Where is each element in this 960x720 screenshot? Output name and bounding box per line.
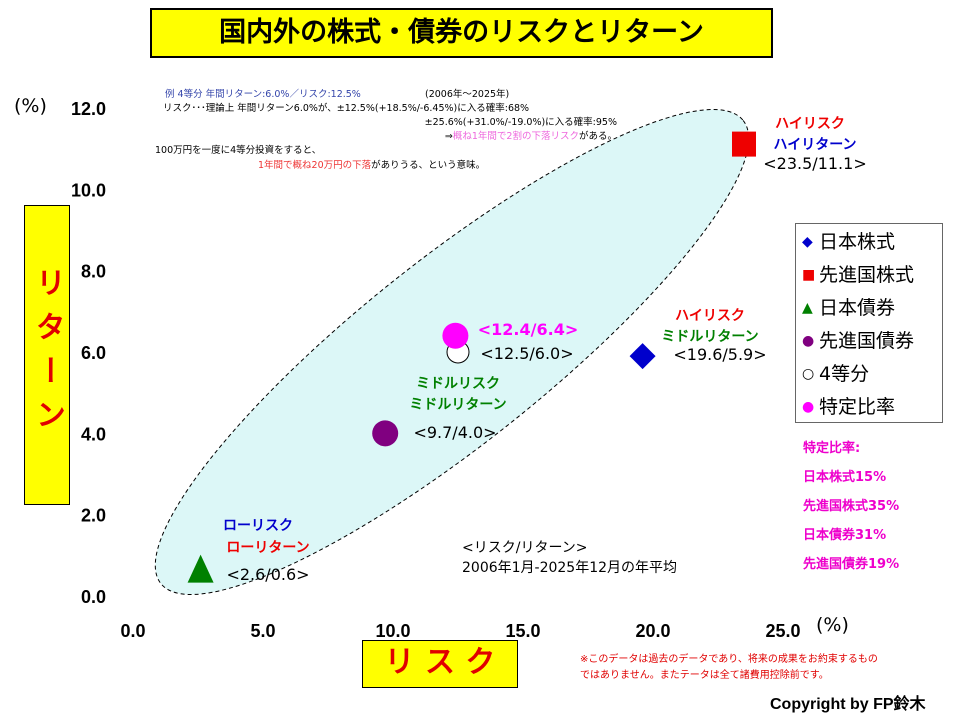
invest-note-part: がありうる、という意味。 <box>371 159 485 171</box>
invest-note: 1年間で概ね20万円の下落がありうる、という意味。 <box>258 159 485 171</box>
legend-item: ◆ 日本株式 <box>802 226 936 259</box>
y-tick-label: 0.0 <box>81 587 106 607</box>
legend: ◆ 日本株式 ■ 先進国株式 ▲ 日本債券 ● 先進国債券 ○ 4等分 ● 特定比率 <box>795 223 943 423</box>
legend-label: 先進国株式 <box>819 264 915 286</box>
legend-item: ● 特定比率 <box>802 391 936 424</box>
data-label: <23.5/11.1> <box>763 154 866 173</box>
ratio-item: 日本債券31% <box>803 528 887 543</box>
y-tick-label: 2.0 <box>81 506 106 526</box>
risk-note: ±25.6%(+31.0%/-19.0%)に入る確率:95% <box>425 116 617 128</box>
y-tick-label: 6.0 <box>81 343 106 363</box>
legend-item: ○ 4等分 <box>802 358 936 391</box>
ratio-item: 先進国株式35% <box>803 499 900 514</box>
risk-note-part: ⇒ <box>445 131 453 142</box>
legend-item: ● 先進国債券 <box>802 325 936 358</box>
data-point-circle <box>442 322 469 349</box>
y-tick-label: 8.0 <box>81 262 106 282</box>
data-point-diamond <box>629 343 656 370</box>
data-point-triangle <box>187 554 214 583</box>
data-label: <12.4/6.4> <box>478 320 578 339</box>
open-circle-icon: ○ <box>802 366 815 382</box>
invest-note-part: 1年間で概ね20万円の下落 <box>258 159 372 171</box>
risk-note-part: がある。 <box>579 130 617 142</box>
risk-return-tag: ローリターン <box>226 540 309 556</box>
x-tick-label: 10.0 <box>375 621 410 641</box>
legend-label: 先進国債券 <box>819 330 915 352</box>
ratio-item: 日本株式15% <box>803 470 887 485</box>
risk-return-tag: ローリスク <box>223 518 293 534</box>
disclaimer-line: ではありません。またテータは全て諸費用控除前です。 <box>580 670 829 681</box>
invest-note: 100万円を一度に4等分投資をすると、 <box>155 144 321 156</box>
y-axis-label: リターン <box>24 205 70 505</box>
x-tick-label: 20.0 <box>635 621 670 641</box>
data-label: <12.5/6.0> <box>480 344 573 363</box>
risk-note: ⇒概ね1年間で2割の下落リスクがある。 <box>445 130 617 142</box>
axis-note-period: 2006年1月-2025年12月の年平均 <box>462 560 677 576</box>
x-tick-label: 0.0 <box>120 621 145 641</box>
square-icon: ■ <box>802 267 816 283</box>
circle-icon: ● <box>802 399 815 415</box>
risk-note: リスク･･･理論上 年間リターン6.0%が、±12.5%(+18.5%/-6.4… <box>163 102 529 114</box>
risk-return-tag: ミドルリスク <box>416 376 500 392</box>
diamond-icon: ◆ <box>802 234 813 250</box>
risk-return-tag: ミドルリターン <box>409 397 506 413</box>
legend-label: 特定比率 <box>819 396 896 418</box>
data-point-circle <box>372 420 399 447</box>
legend-item: ■ 先進国株式 <box>802 259 936 292</box>
data-label: <2.6/0.6> <box>226 565 309 584</box>
disclaimer: ※このデータは過去のデータであり、将来の成果をお約束するもの ではありません。ま… <box>580 652 878 684</box>
x-axis-label: リ ス ク <box>362 640 518 688</box>
copyright: Copyright by FP鈴木 <box>770 696 926 713</box>
disclaimer-line: ※このデータは過去のデータであり、将来の成果をお約束するもの <box>580 654 878 665</box>
risk-return-tag: ミドルリターン <box>661 329 758 345</box>
triangle-icon: ▲ <box>802 300 813 316</box>
risk-return-tag: ハイリターン <box>773 137 856 153</box>
ratio-item: 先進国債券19% <box>803 557 900 572</box>
y-tick-label: 4.0 <box>81 424 106 444</box>
example-period: (2006年〜2025年) <box>425 88 509 100</box>
circle-icon: ● <box>802 333 815 349</box>
risk-return-tag: ハイリスク <box>675 308 745 324</box>
data-label: <9.7/4.0> <box>413 423 496 442</box>
example-note: 例 4等分 年間リターン:6.0%／リスク:12.5% <box>165 88 361 100</box>
specific-ratio-note: 特定比率: 日本株式15% 先進国株式35% 日本債券31% 先進国債券19% <box>803 434 899 579</box>
x-unit-label: (%) <box>816 614 849 636</box>
y-unit-label: (%) <box>14 95 47 117</box>
x-tick-label: 15.0 <box>505 621 540 641</box>
legend-item: ▲ 日本債券 <box>802 292 936 325</box>
chart-title: 国内外の株式・債券のリスクとリターン <box>150 8 773 58</box>
legend-label: 日本債券 <box>819 297 896 319</box>
axis-note-title: <リスク/リターン> <box>462 540 587 556</box>
risk-return-tag: ハイリスク <box>775 116 845 132</box>
data-point-square <box>732 131 756 157</box>
ratio-title: 特定比率: <box>803 441 861 456</box>
y-tick-label: 10.0 <box>71 180 106 200</box>
x-tick-label: 25.0 <box>765 621 800 641</box>
legend-label: 日本株式 <box>819 231 896 253</box>
data-label: <19.6/5.9> <box>673 345 766 364</box>
risk-note-part: 概ね1年間で2割の下落リスク <box>453 130 579 142</box>
y-tick-label: 12.0 <box>71 99 106 119</box>
x-tick-label: 5.0 <box>250 621 275 641</box>
legend-label: 4等分 <box>819 363 870 385</box>
